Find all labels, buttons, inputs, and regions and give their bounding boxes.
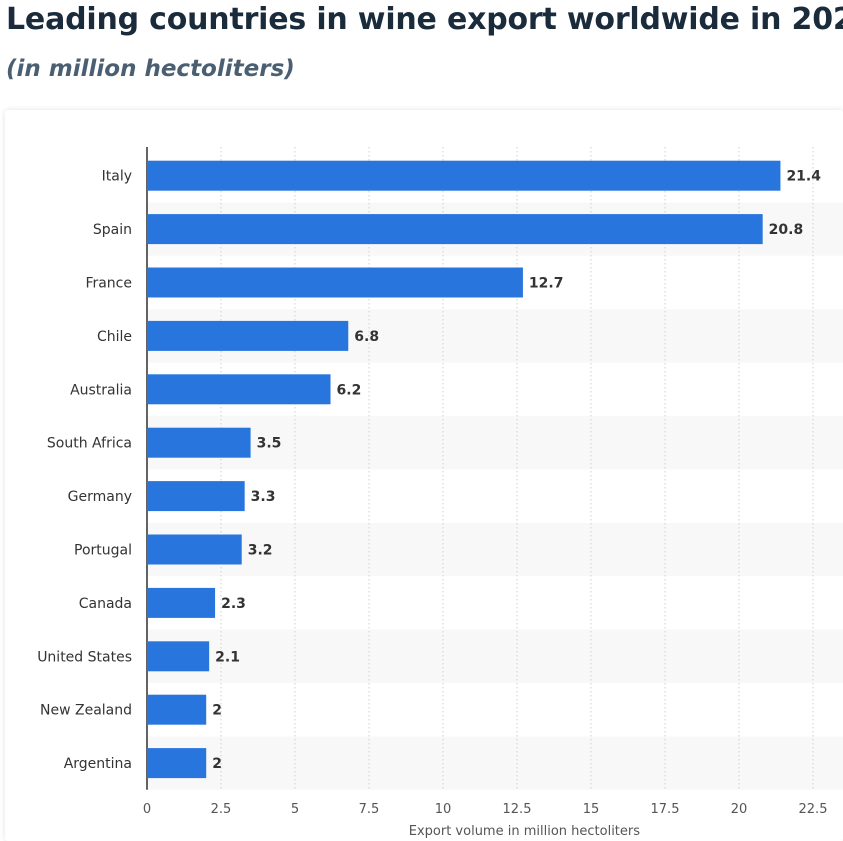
value-label: 3.5 [257,436,282,452]
bar [147,160,781,191]
category-label: Spain [93,222,132,238]
x-tick-label: 17.5 [651,802,680,817]
x-tick-label: 5 [291,802,299,817]
x-tick-labels: 0 2.5 5 7.5 10 12.5 15 17.5 20 22.5 [143,802,828,817]
x-tick-label: 22.5 [799,802,828,817]
bar [147,214,763,245]
category-label: United States [37,649,132,665]
row-band [147,629,843,683]
bar [147,587,216,618]
category-label: Argentina [64,756,132,772]
row-band [147,522,843,577]
category-label: South Africa [47,436,132,452]
value-label: 2 [212,703,222,719]
value-label: 6.8 [354,329,379,345]
value-label: 6.2 [337,382,362,398]
bar [147,748,207,779]
bar [147,534,242,565]
x-tick-label: 0 [143,802,151,817]
category-labels: Italy Spain France Chile Australia South Afri… [37,169,132,772]
value-label: 3.3 [251,489,276,505]
chart-card: Italy Spain France Chile Australia South Afri… [5,110,843,841]
category-label: Canada [79,596,132,612]
value-label: 21.4 [786,169,821,185]
category-label: New Zealand [40,703,132,719]
bar [147,427,251,458]
chart-title: Leading countries in wine export worldwi… [6,2,843,37]
grid-lines [220,147,814,790]
x-axis-title: Export volume in million hectoliters [409,824,640,839]
bar [147,481,245,512]
x-tick-label: 12.5 [503,802,532,817]
row-bands [147,202,843,790]
category-label: Italy [102,169,132,185]
value-label: 2 [212,756,222,772]
category-label: Australia [70,382,132,398]
bars [147,160,781,779]
bar [147,641,210,672]
row-band [147,736,843,790]
x-tick-label: 10 [435,802,452,817]
bar [147,694,207,725]
value-label: 3.2 [248,543,273,559]
x-tick-label: 20 [731,802,748,817]
value-label: 12.7 [529,276,564,292]
chart-subtitle: (in million hectoliters) [6,56,295,82]
bar [147,320,349,351]
row-band [147,416,843,470]
value-label: 2.1 [215,649,240,665]
bar [147,374,331,405]
x-tick-label: 2.5 [211,802,232,817]
x-tick-label: 15 [583,802,600,817]
category-label: Portugal [74,543,132,559]
bar-chart: Italy Spain France Chile Australia South Afri… [37,147,843,839]
category-label: Germany [68,489,132,505]
value-labels: 21.4 20.8 12.7 6.8 6.2 3.5 3.3 3.2 2.3 2.1 2 2 [212,169,821,772]
category-label: Chile [97,329,132,345]
category-label: France [85,276,132,292]
value-label: 2.3 [221,596,246,612]
x-tick-label: 7.5 [359,802,380,817]
bar [147,267,523,298]
value-label: 20.8 [769,222,804,238]
